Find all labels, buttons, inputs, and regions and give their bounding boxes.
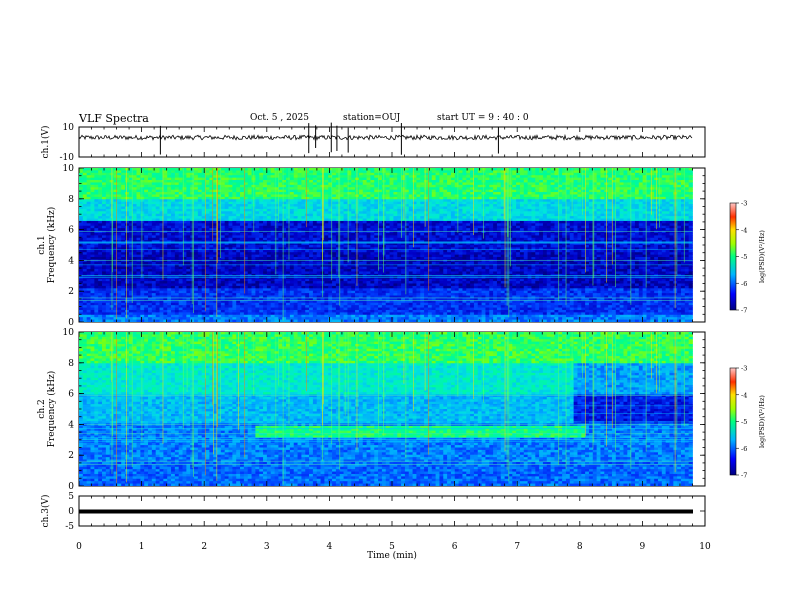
colorbar-tick-label: -3 [741, 365, 747, 373]
x-axis-label: Time (min) [367, 550, 417, 561]
ch3-y-tick-label: 5 [68, 492, 74, 502]
ch1-freq-tick-label: 8 [68, 195, 74, 205]
x-tick-label: 2 [201, 542, 207, 552]
ch2-spectrogram-panel [78, 331, 706, 487]
ch1-y-tick-label: -10 [60, 153, 75, 163]
ch2-freq-tick-label: 4 [68, 420, 74, 430]
ch2-spectrogram-image [79, 332, 693, 486]
ch3-waveform-line [79, 509, 693, 514]
ch1-freq-tick-label: 4 [68, 256, 74, 266]
colorbar-tick-label: -7 [741, 472, 747, 480]
ch1-colorbar [729, 202, 737, 311]
x-tick-label: 0 [76, 542, 82, 552]
colorbar-tick-label: -6 [741, 280, 747, 288]
ch3-y-tick-label: 0 [68, 507, 74, 517]
header-date: Oct. 5 , 2025 [250, 113, 309, 123]
ch1-freq-tick-label: 0 [68, 318, 74, 328]
x-tick-label: 1 [139, 542, 145, 552]
colorbar-label: log(PSD)(V²/Hz) [758, 395, 766, 448]
ch1-freq-tick-label: 2 [68, 287, 74, 297]
axis-ticks [78, 126, 706, 527]
ch2-colorbar [729, 367, 737, 476]
ch1-freq-tick-label: 6 [68, 226, 74, 236]
colorbar-tick-label: -5 [741, 418, 747, 426]
x-tick-label: 4 [327, 542, 333, 552]
colorbar-tick-label: -4 [741, 391, 747, 399]
colorbar-tick-label: -6 [741, 445, 747, 453]
x-tick-label: 8 [577, 542, 583, 552]
ch1-channel-label: ch.1 [37, 235, 47, 254]
colorbar-tick-label: -7 [741, 307, 747, 315]
figure-title: VLF Spectra [79, 112, 149, 125]
ch2-freq-tick-label: 10 [63, 328, 75, 338]
x-tick-label: 10 [699, 542, 711, 552]
x-tick-label: 6 [452, 542, 458, 552]
ch1-freq-tick-label: 10 [63, 164, 75, 174]
x-tick-label: 7 [514, 542, 520, 552]
ch1-y-tick-label: 10 [63, 123, 75, 133]
colorbar-tick-label: -5 [741, 253, 747, 261]
ch2-channel-label: ch.2 [37, 399, 47, 418]
ch1-spectrogram-image [79, 168, 693, 322]
ch1-freq-axis-label: Frequency (kHz) [46, 207, 57, 284]
ch1-waveform-line [78, 133, 693, 142]
colorbar-tick-label: -3 [741, 200, 747, 208]
ch3-y-tick-label: -5 [65, 522, 74, 532]
header-station: station=OUJ [343, 113, 400, 123]
ch3-y-axis-label: ch.3(V) [40, 495, 51, 528]
colorbar-label: log(PSD)(V²/Hz) [758, 230, 766, 283]
ch2-freq-axis-label: Frequency (kHz) [46, 371, 57, 448]
ch1-y-axis-label: ch.1(V) [40, 126, 51, 159]
x-tick-label: 9 [640, 542, 646, 552]
colorbar-tick-label: -4 [741, 226, 747, 234]
ch2-freq-tick-label: 2 [68, 451, 74, 461]
ch1-spectrogram-panel [78, 167, 706, 323]
ch2-freq-tick-label: 0 [68, 482, 74, 492]
ch2-freq-tick-label: 6 [68, 390, 74, 400]
ch2-freq-tick-label: 8 [68, 359, 74, 369]
x-tick-label: 5 [389, 542, 395, 552]
header-start-time: start UT = 9 : 40 : 0 [437, 113, 529, 123]
x-tick-label: 3 [264, 542, 270, 552]
